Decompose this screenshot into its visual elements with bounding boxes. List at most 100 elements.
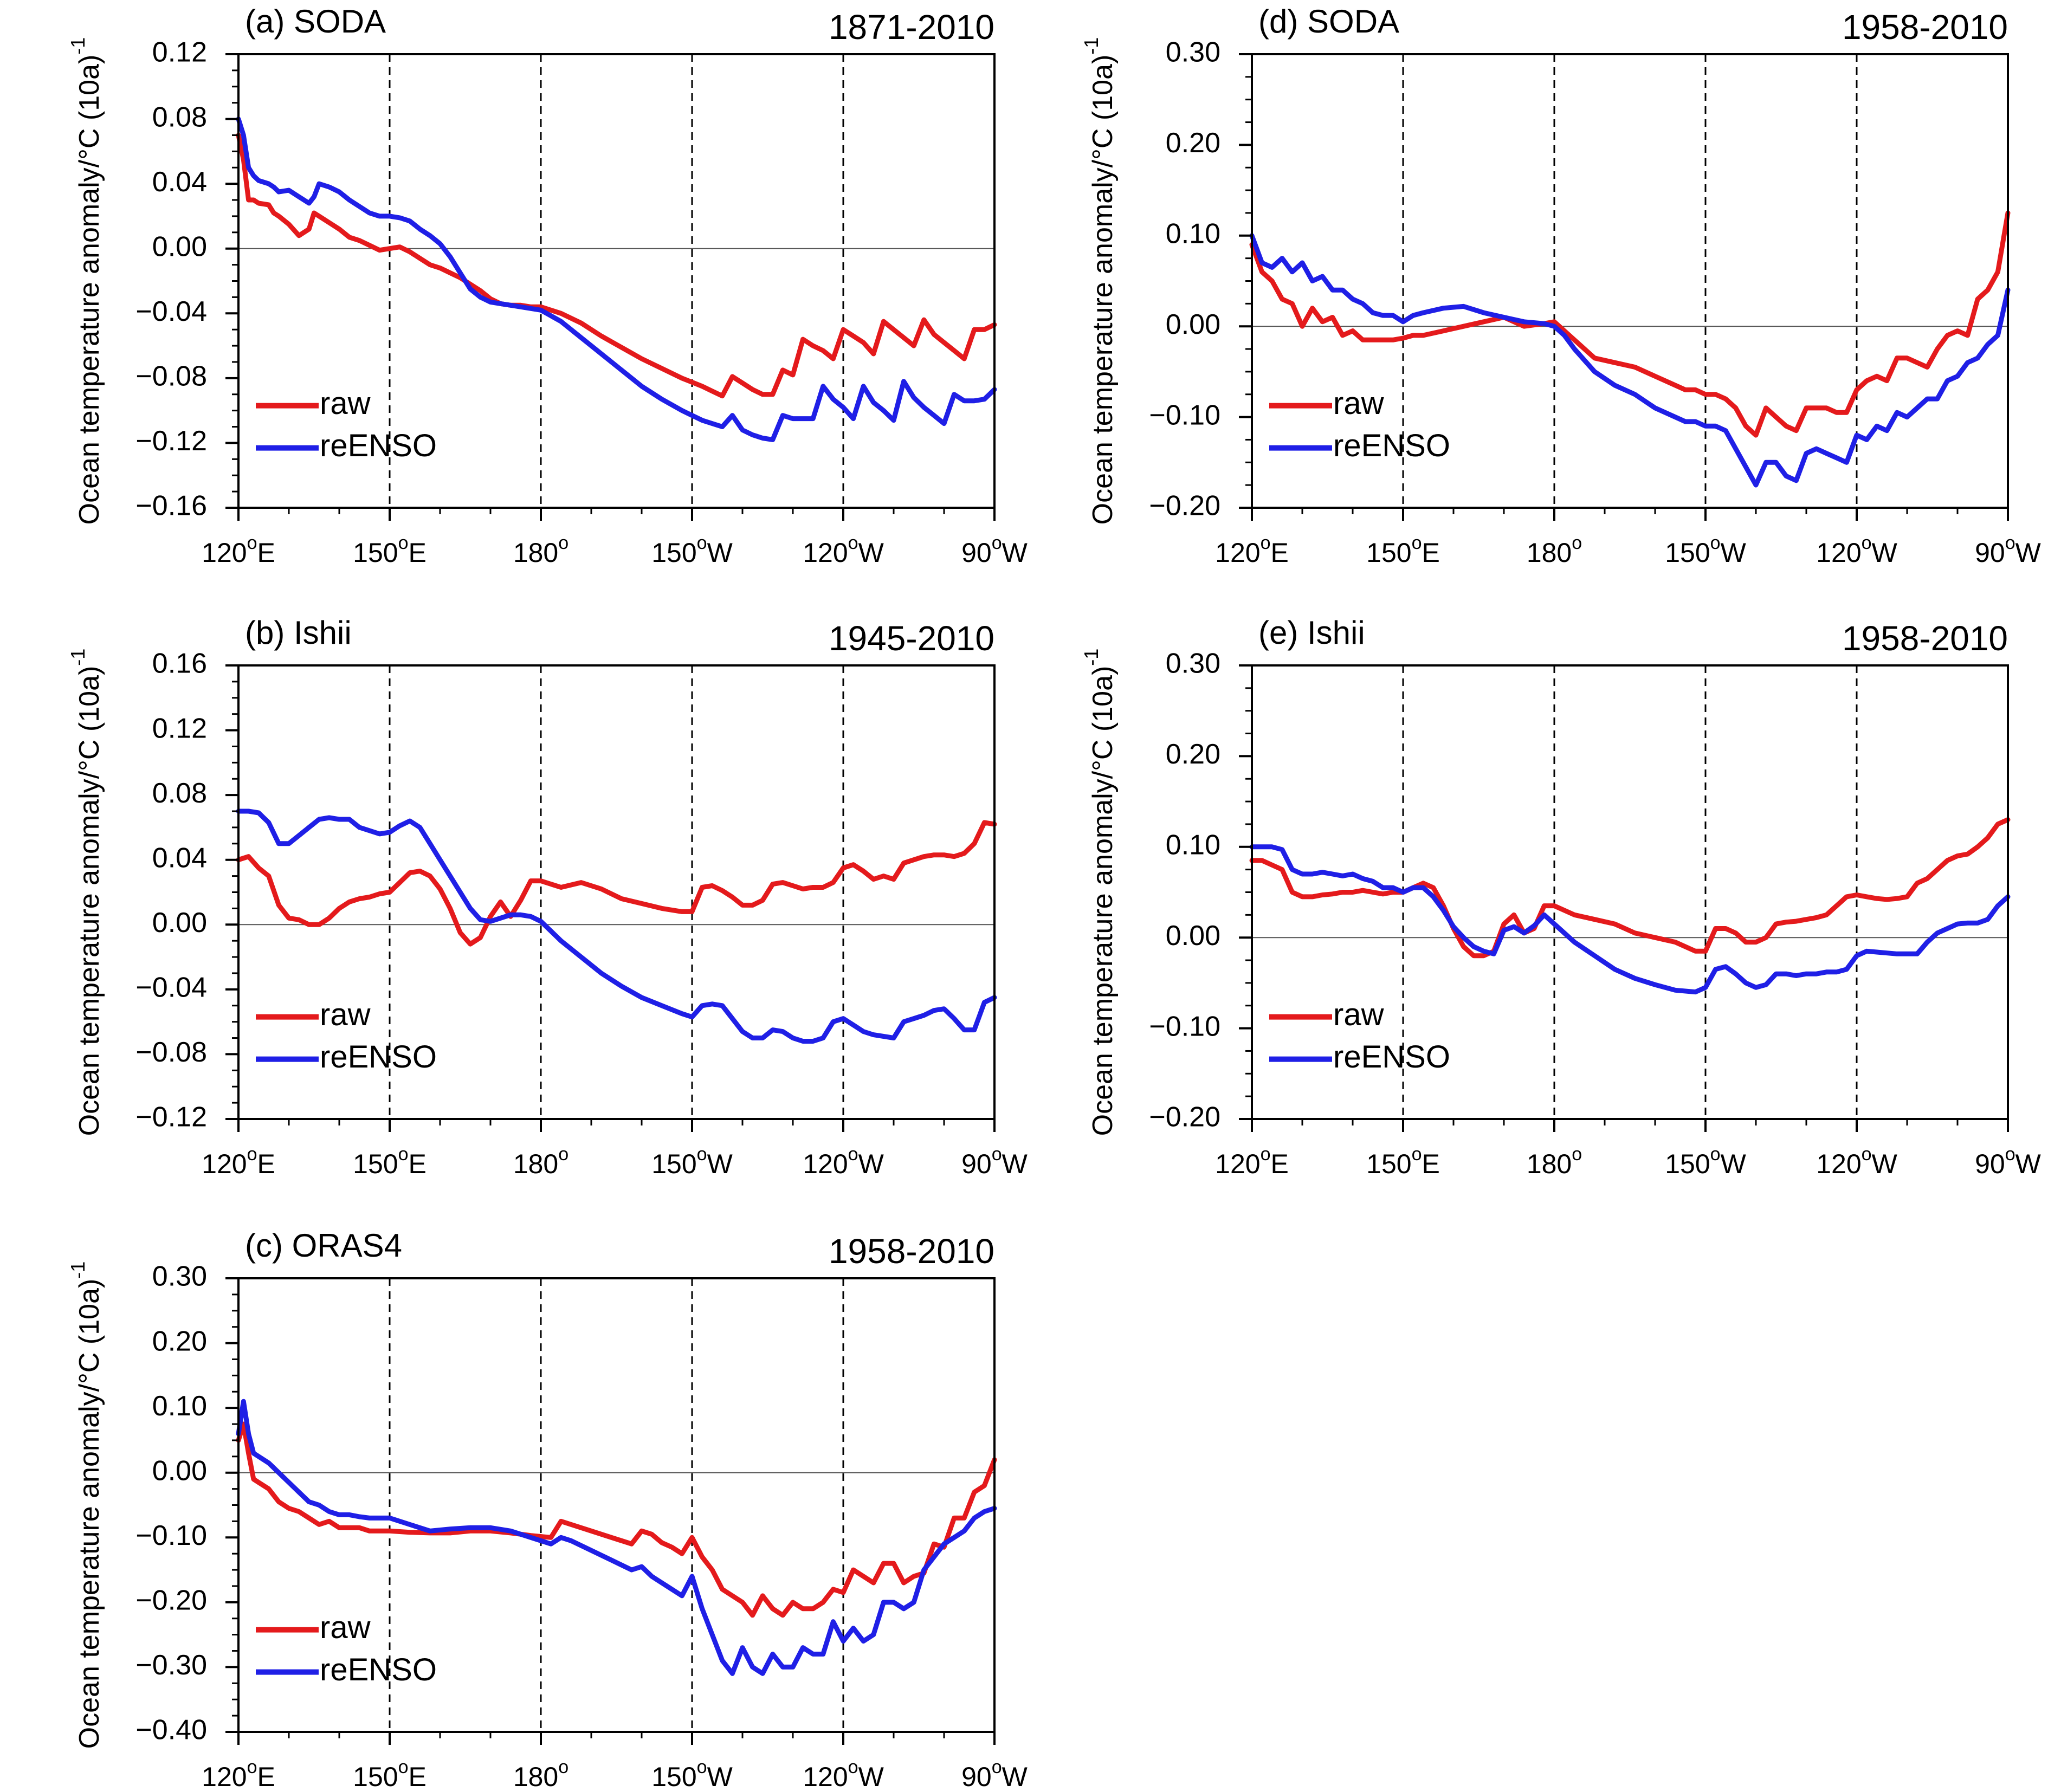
y-tick-label: 0.20 <box>1166 127 1220 159</box>
x-tick-label: 90oW <box>961 1757 1028 1792</box>
y-tick-label: −0.12 <box>135 425 207 457</box>
x-tick-label: 150oW <box>651 1757 733 1792</box>
y-tick-label: 0.00 <box>152 907 207 939</box>
x-tick-label: 90oW <box>1975 1144 2041 1179</box>
x-tick-label: 150oE <box>353 1144 427 1179</box>
y-tick-label: 0.08 <box>152 101 207 133</box>
legend-label-reenso: reENSO <box>320 1039 437 1075</box>
y-tick-label: −0.04 <box>135 296 207 327</box>
panel-a: Ocean temperature anomaly/°C (10a)-1 −0.1… <box>67 3 1028 568</box>
x-tick-label: 120oW <box>803 1144 884 1179</box>
y-tick-label: 0.16 <box>152 648 207 680</box>
legend-label-raw: raw <box>1333 997 1385 1032</box>
period-label: 1958-2010 <box>829 1232 994 1271</box>
x-tick-label: 120oE <box>202 533 275 568</box>
legend-label-raw: raw <box>320 1610 371 1645</box>
series-line-reenso <box>236 117 997 442</box>
series-line-raw <box>236 820 997 947</box>
legend-label-reenso: reENSO <box>1333 1039 1450 1075</box>
series-line-raw <box>236 1421 997 1618</box>
y-tick-label: 0.04 <box>152 166 207 198</box>
x-tick-label: 120oE <box>1215 533 1289 568</box>
panel-title: (c) ORAS4 <box>245 1227 402 1264</box>
x-tick-label: 90oW <box>1975 533 2041 568</box>
legend-label-raw: raw <box>320 386 371 421</box>
series-line-reenso <box>236 1399 997 1676</box>
x-tick-label: 90oW <box>961 1144 1028 1179</box>
y-tick-label: −0.08 <box>135 1037 207 1068</box>
panel-b: Ocean temperature anomaly/°C (10a)-1 −0.1… <box>67 614 1028 1179</box>
y-tick-label: −0.12 <box>135 1102 207 1133</box>
y-tick-label: −0.16 <box>135 490 207 522</box>
y-axis-label: Ocean temperature anomaly/°C (10a)-1 <box>67 37 105 525</box>
y-tick-label: −0.10 <box>1149 1011 1220 1042</box>
x-tick-label: 150oE <box>1366 533 1440 568</box>
period-label: 1958-2010 <box>1842 619 2008 658</box>
legend-label-reenso: reENSO <box>1333 428 1450 463</box>
x-tick-label: 180o <box>1527 533 1582 568</box>
x-tick-label: 180o <box>1527 1144 1582 1179</box>
y-tick-label: 0.08 <box>152 778 207 809</box>
y-tick-label: −0.10 <box>135 1520 207 1551</box>
legend-label-reenso: reENSO <box>320 1652 437 1687</box>
y-axis-label: Ocean temperature anomaly/°C (10a)-1 <box>67 649 105 1136</box>
y-tick-label: −0.20 <box>135 1585 207 1616</box>
y-tick-label: 0.20 <box>152 1325 207 1357</box>
series-line-reenso <box>1249 233 2011 488</box>
y-tick-label: 0.04 <box>152 842 207 874</box>
x-tick-label: 120oE <box>1215 1144 1289 1179</box>
x-tick-label: 180o <box>513 1757 568 1792</box>
y-tick-label: −0.04 <box>135 972 207 1004</box>
legend: raw reENSO <box>256 1610 437 1687</box>
legend: raw reENSO <box>1269 386 1450 463</box>
series-line-reenso <box>236 808 997 1044</box>
legend-label-raw: raw <box>1333 386 1385 421</box>
x-tick-label: 120oE <box>202 1144 275 1179</box>
y-axis-label: Ocean temperature anomaly/°C (10a)-1 <box>1080 649 1119 1136</box>
series-line-raw <box>236 133 997 399</box>
legend-label-raw: raw <box>320 997 371 1032</box>
y-tick-label: 0.30 <box>1166 648 1220 680</box>
y-tick-label: 0.20 <box>1166 739 1220 770</box>
x-tick-label: 120oW <box>803 533 884 568</box>
y-tick-label: 0.10 <box>1166 830 1220 861</box>
panel-title: (e) Ishii <box>1258 614 1365 651</box>
y-tick-label: 0.00 <box>152 231 207 262</box>
x-tick-label: 120oW <box>803 1757 884 1792</box>
y-tick-label: 0.12 <box>152 713 207 744</box>
panel-title: (d) SODA <box>1258 3 1399 40</box>
x-tick-label: 150oE <box>353 533 427 568</box>
series-line-raw <box>1249 210 2011 438</box>
y-tick-label: 0.30 <box>152 1261 207 1292</box>
period-label: 1945-2010 <box>829 619 994 658</box>
x-tick-label: 150oW <box>1665 533 1746 568</box>
y-tick-label: 0.00 <box>1166 309 1220 340</box>
legend: raw reENSO <box>256 997 437 1075</box>
x-tick-label: 180o <box>513 1144 568 1179</box>
x-tick-label: 150oW <box>1665 1144 1746 1179</box>
x-tick-label: 150oW <box>651 533 733 568</box>
x-tick-label: 180o <box>513 533 568 568</box>
x-tick-label: 150oW <box>651 1144 733 1179</box>
series-line-reenso <box>1249 844 2011 995</box>
y-tick-label: 0.30 <box>1166 37 1220 68</box>
panel-e: Ocean temperature anomaly/°C (10a)-1 −0.2… <box>1080 614 2041 1179</box>
panel-c: Ocean temperature anomaly/°C (10a)-1 −0.4… <box>67 1227 1028 1792</box>
y-tick-label: −0.40 <box>135 1715 207 1746</box>
legend: raw reENSO <box>256 386 437 463</box>
y-tick-label: 0.00 <box>152 1455 207 1486</box>
y-tick-label: −0.10 <box>1149 399 1220 431</box>
y-tick-label: 0.10 <box>1166 218 1220 250</box>
y-axis-label: Ocean temperature anomaly/°C (10a)-1 <box>1080 37 1119 525</box>
panel-title: (a) SODA <box>245 3 386 40</box>
x-tick-label: 150oE <box>353 1757 427 1792</box>
x-tick-label: 150oE <box>1366 1144 1440 1179</box>
y-tick-label: −0.08 <box>135 361 207 392</box>
y-tick-label: 0.10 <box>152 1390 207 1422</box>
period-label: 1958-2010 <box>1842 8 2008 47</box>
panel-d: Ocean temperature anomaly/°C (10a)-1 −0.2… <box>1080 3 2041 568</box>
y-tick-label: 0.12 <box>152 37 207 68</box>
x-tick-label: 120oW <box>1816 533 1897 568</box>
period-label: 1871-2010 <box>829 8 994 47</box>
